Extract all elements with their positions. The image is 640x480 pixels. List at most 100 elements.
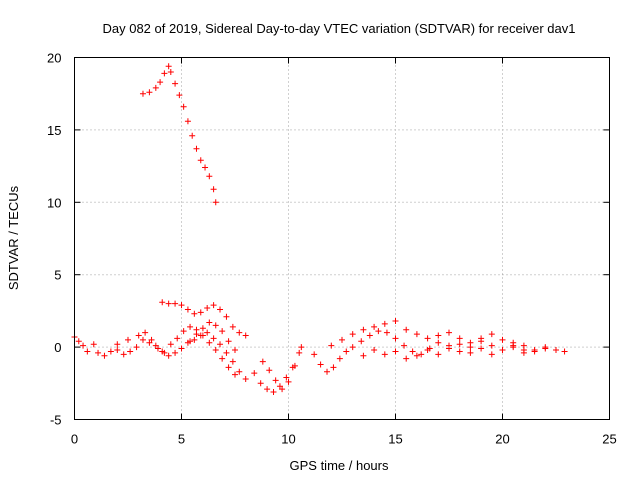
data-point-marker xyxy=(371,324,377,330)
data-point-marker xyxy=(136,333,142,339)
plot-frame xyxy=(75,58,610,420)
data-point-marker xyxy=(185,118,191,124)
data-point-marker xyxy=(328,343,334,349)
series-sat-e xyxy=(187,319,238,353)
data-point-marker xyxy=(393,318,399,324)
x-tick-label: 25 xyxy=(602,432,616,447)
data-point-marker xyxy=(125,337,131,343)
data-point-marker xyxy=(375,328,381,334)
data-point-marker xyxy=(521,350,527,356)
data-point-marker xyxy=(467,350,473,356)
x-tick-label: 0 xyxy=(71,432,78,447)
x-tick-label: 5 xyxy=(178,432,185,447)
data-point-marker xyxy=(532,348,538,354)
data-point-marker xyxy=(264,386,270,392)
data-point-marker xyxy=(251,370,257,376)
data-point-marker xyxy=(172,301,178,307)
data-point-marker xyxy=(217,341,223,347)
data-point-marker xyxy=(226,364,232,370)
data-point-marker xyxy=(206,319,212,325)
series-sat-b xyxy=(159,299,248,338)
data-point-marker xyxy=(324,369,330,375)
data-point-marker xyxy=(318,361,324,367)
data-point-marker xyxy=(204,330,210,336)
x-tick-label: 15 xyxy=(388,432,402,447)
data-point-marker xyxy=(181,104,187,110)
data-point-marker xyxy=(172,81,178,87)
data-point-marker xyxy=(108,348,114,354)
data-point-marker xyxy=(114,341,120,347)
y-tick-label: 20 xyxy=(47,51,61,66)
data-point-marker xyxy=(168,69,174,75)
data-point-marker xyxy=(191,337,197,343)
data-point-marker xyxy=(198,309,204,315)
data-point-marker xyxy=(206,340,212,346)
data-point-marker xyxy=(181,328,187,334)
data-point-marker xyxy=(213,199,219,205)
y-axis-label: SDTVAR / TECUs xyxy=(6,185,21,290)
data-point-marker xyxy=(91,341,97,347)
data-point-marker xyxy=(425,335,431,341)
data-point-marker xyxy=(226,338,232,344)
data-point-marker xyxy=(393,348,399,354)
data-point-marker xyxy=(217,306,223,312)
data-point-marker xyxy=(80,343,86,349)
data-point-marker xyxy=(187,324,193,330)
data-point-marker xyxy=(273,377,279,383)
data-point-marker xyxy=(142,330,148,336)
data-point-marker xyxy=(191,311,197,317)
data-point-marker xyxy=(157,79,163,85)
data-point-marker xyxy=(243,333,249,339)
data-point-marker xyxy=(435,351,441,357)
data-point-marker xyxy=(193,331,199,337)
data-point-marker xyxy=(371,347,377,353)
data-point-marker xyxy=(101,353,107,359)
data-point-marker xyxy=(185,306,191,312)
series-sat-g xyxy=(260,344,305,392)
x-tick-label: 10 xyxy=(281,432,295,447)
data-point-marker xyxy=(204,305,210,311)
y-tick-label: 15 xyxy=(47,123,61,138)
data-point-marker xyxy=(166,63,172,69)
data-point-marker xyxy=(159,299,165,305)
data-point-marker xyxy=(161,70,167,76)
data-point-marker xyxy=(350,331,356,337)
x-tick-label: 20 xyxy=(495,432,509,447)
chart-title: Day 082 of 2019, Sidereal Day-to-day VTE… xyxy=(102,21,575,36)
data-point-marker xyxy=(213,347,219,353)
data-point-marker xyxy=(179,302,185,308)
data-point-marker xyxy=(350,344,356,350)
data-point-marker xyxy=(127,348,133,354)
data-point-marker xyxy=(198,157,204,163)
data-point-marker xyxy=(446,330,452,336)
data-point-marker xyxy=(446,346,452,352)
data-point-marker xyxy=(146,89,152,95)
data-point-marker xyxy=(553,347,559,353)
data-point-marker xyxy=(193,146,199,152)
data-point-marker xyxy=(176,92,182,98)
data-point-marker xyxy=(478,346,484,352)
data-point-marker xyxy=(230,324,236,330)
data-marks xyxy=(72,63,568,395)
data-point-marker xyxy=(179,346,185,352)
data-point-marker xyxy=(410,348,416,354)
data-point-marker xyxy=(166,301,172,307)
data-point-marker xyxy=(153,85,159,91)
data-point-marker xyxy=(230,359,236,365)
series-sat-f xyxy=(251,350,302,395)
data-point-marker xyxy=(232,347,238,353)
data-point-marker xyxy=(232,372,238,378)
data-point-marker xyxy=(337,356,343,362)
data-point-marker xyxy=(478,335,484,341)
data-point-marker xyxy=(140,337,146,343)
data-point-marker xyxy=(95,350,101,356)
data-point-marker xyxy=(414,331,420,337)
data-point-marker xyxy=(343,348,349,354)
sdtvar-scatter-chart: Day 082 of 2019, Sidereal Day-to-day VTE… xyxy=(0,0,640,480)
data-point-marker xyxy=(174,335,180,341)
series-sat-a xyxy=(140,63,219,205)
data-point-marker xyxy=(206,173,212,179)
data-point-marker xyxy=(243,376,249,382)
data-point-marker xyxy=(489,331,495,337)
data-point-marker xyxy=(393,335,399,341)
